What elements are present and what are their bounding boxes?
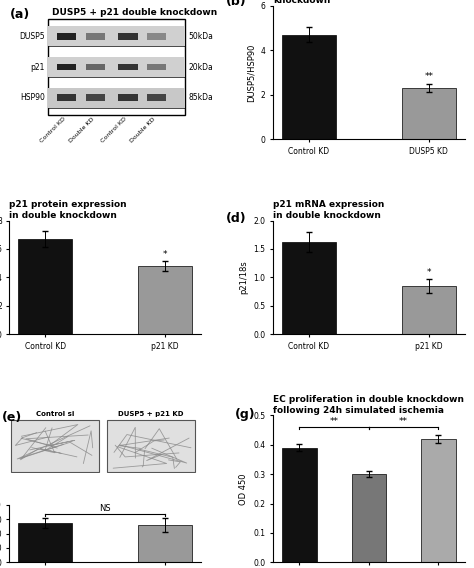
- Text: Control KD: Control KD: [100, 116, 128, 144]
- Bar: [11, 420, 100, 472]
- Text: (a): (a): [9, 8, 30, 20]
- Text: Control KD: Control KD: [39, 116, 67, 144]
- Text: (g): (g): [235, 408, 255, 421]
- Bar: [282, 35, 336, 139]
- Text: p21 mRNA expression
in double knockdown: p21 mRNA expression in double knockdown: [273, 201, 385, 220]
- Text: Double KD: Double KD: [129, 116, 157, 144]
- Text: DUSP5 protein expression in double
knockdown: DUSP5 protein expression in double knock…: [273, 0, 457, 5]
- Bar: [86, 33, 105, 40]
- Bar: [402, 88, 456, 139]
- Bar: [138, 266, 192, 334]
- Text: DUSP5: DUSP5: [19, 32, 45, 41]
- Text: (d): (d): [226, 211, 246, 224]
- Text: (b): (b): [226, 0, 246, 8]
- Bar: [138, 525, 192, 562]
- Bar: [421, 439, 456, 562]
- Bar: [147, 33, 166, 40]
- Bar: [282, 448, 317, 562]
- Bar: [57, 64, 76, 70]
- Text: p21 protein expression
in double knockdown: p21 protein expression in double knockdo…: [9, 201, 127, 220]
- Bar: [402, 286, 456, 334]
- Text: Double KD: Double KD: [68, 116, 96, 144]
- Bar: [57, 94, 76, 101]
- Y-axis label: OD 450: OD 450: [239, 473, 248, 504]
- Text: 85kDa: 85kDa: [188, 93, 213, 102]
- Bar: [48, 88, 185, 108]
- Text: EC proliferation in double knockdown
following 24h simulated ischemia: EC proliferation in double knockdown fol…: [273, 395, 465, 415]
- Bar: [147, 64, 166, 70]
- Text: DUSP5 + p21 double knockdown: DUSP5 + p21 double knockdown: [52, 8, 217, 16]
- Text: (e): (e): [2, 411, 22, 424]
- Bar: [118, 64, 137, 70]
- Bar: [118, 94, 137, 101]
- Bar: [118, 33, 137, 40]
- Bar: [107, 420, 195, 472]
- Text: 50kDa: 50kDa: [188, 32, 213, 41]
- Bar: [352, 474, 386, 562]
- Y-axis label: p21/18s: p21/18s: [239, 261, 248, 294]
- Text: NS: NS: [99, 504, 111, 513]
- Bar: [86, 64, 105, 70]
- Text: **: **: [424, 72, 433, 81]
- Bar: [48, 57, 185, 77]
- Bar: [57, 33, 76, 40]
- Bar: [48, 19, 185, 115]
- Text: **: **: [329, 417, 338, 426]
- Text: *: *: [427, 268, 431, 277]
- Y-axis label: DUSP5/HSP90: DUSP5/HSP90: [246, 43, 255, 102]
- Bar: [18, 524, 72, 562]
- Text: *: *: [163, 250, 167, 259]
- Text: HSP90: HSP90: [20, 93, 45, 102]
- Text: DUSP5 + p21 KD: DUSP5 + p21 KD: [118, 411, 184, 417]
- Text: Control si: Control si: [36, 411, 74, 417]
- Bar: [147, 94, 166, 101]
- Text: 20kDa: 20kDa: [188, 62, 213, 72]
- Text: p21: p21: [30, 62, 45, 72]
- Text: **: **: [399, 417, 408, 426]
- Bar: [48, 26, 185, 47]
- Bar: [86, 94, 105, 101]
- Bar: [18, 239, 72, 334]
- Bar: [282, 242, 336, 334]
